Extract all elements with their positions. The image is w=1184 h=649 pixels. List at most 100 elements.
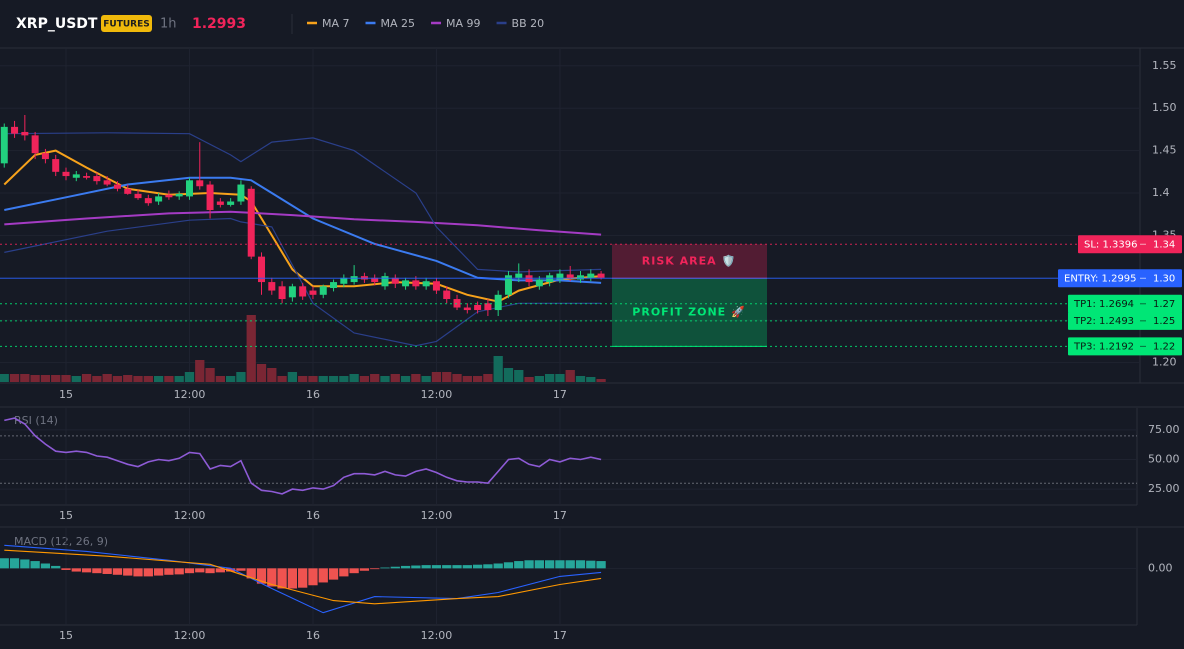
macd-histogram-bar bbox=[370, 568, 380, 570]
candle-body bbox=[535, 279, 543, 287]
volume-bar bbox=[184, 372, 195, 382]
volume-bar bbox=[308, 376, 318, 382]
level-tag bbox=[1058, 269, 1182, 288]
level-tag bbox=[1068, 294, 1182, 313]
candle-body bbox=[144, 198, 152, 204]
badge: FUTURES bbox=[103, 20, 149, 30]
candle-body bbox=[237, 184, 245, 202]
candle-body bbox=[432, 281, 440, 291]
candle-body bbox=[484, 303, 492, 311]
x-tick-label: 12:00 bbox=[421, 629, 453, 642]
macd-histogram-bar bbox=[92, 568, 102, 574]
macd-histogram-bar bbox=[51, 565, 61, 569]
moving-average bbox=[4, 210, 602, 236]
macd-histogram-bar bbox=[143, 568, 153, 577]
volume-bar bbox=[61, 375, 71, 382]
volume-bar bbox=[534, 376, 544, 382]
macd-histogram-bar bbox=[514, 561, 524, 569]
candle-body bbox=[134, 193, 142, 199]
legend-label: MA 7 bbox=[322, 17, 350, 30]
candle-body bbox=[504, 275, 512, 295]
y-tick-label: 1.50 bbox=[1152, 101, 1177, 114]
candle-body bbox=[216, 201, 224, 205]
x-tick-label: 15 bbox=[59, 509, 73, 522]
macd-histogram-bar bbox=[40, 563, 51, 569]
candle-body bbox=[62, 171, 70, 177]
macd-histogram-bar bbox=[298, 568, 308, 588]
macd-histogram-bar bbox=[195, 568, 205, 573]
volume-bar bbox=[298, 376, 308, 382]
candle-body bbox=[494, 294, 502, 311]
volume-bar bbox=[174, 376, 184, 382]
volume-bar bbox=[153, 376, 164, 382]
candle-body bbox=[474, 304, 482, 311]
volume-bar bbox=[112, 376, 123, 382]
macd-histogram-bar bbox=[133, 568, 143, 577]
macd-histogram-bar bbox=[164, 568, 174, 575]
volume-bar bbox=[431, 372, 442, 382]
candle-body bbox=[278, 286, 286, 300]
level-label: TP2: 1.2493 bbox=[1073, 316, 1134, 327]
candle-body bbox=[299, 286, 307, 297]
macd-histogram-bar bbox=[287, 568, 298, 589]
candle-body bbox=[155, 196, 163, 202]
rsi-line bbox=[4, 417, 602, 495]
macd-histogram-bar bbox=[442, 565, 452, 569]
volume-bar bbox=[380, 376, 390, 382]
volume-bar bbox=[236, 372, 246, 382]
macd-histogram-bar bbox=[462, 565, 472, 569]
level-price: 1.22 bbox=[1153, 341, 1175, 352]
y-tick-label: 1.55 bbox=[1152, 59, 1177, 72]
candle-body bbox=[103, 180, 111, 185]
volume-bar bbox=[71, 376, 81, 382]
legend-label: BB 20 bbox=[512, 17, 545, 30]
y-tick-label: 1.45 bbox=[1152, 144, 1177, 157]
volume-bar bbox=[102, 374, 112, 382]
macd-histogram-bar bbox=[359, 568, 370, 571]
macd-line bbox=[4, 549, 602, 605]
volume-bar bbox=[318, 376, 328, 382]
macd-histogram-bar bbox=[61, 568, 71, 570]
macd-histogram-bar bbox=[431, 565, 442, 569]
macd-histogram-bar bbox=[596, 561, 606, 569]
macd-histogram-bar bbox=[277, 568, 287, 589]
macd-histogram-bar bbox=[184, 568, 195, 574]
volume-bar bbox=[411, 374, 421, 382]
candle-body bbox=[422, 281, 430, 287]
candle-body bbox=[175, 193, 183, 197]
moving-average bbox=[3, 149, 602, 303]
y-tick-label: 0.00 bbox=[1148, 561, 1173, 574]
volume-bar bbox=[287, 372, 298, 382]
volume-bar bbox=[524, 377, 534, 382]
macd-histogram-bar bbox=[524, 560, 534, 569]
volume-bar bbox=[421, 376, 431, 382]
candle-body bbox=[340, 277, 348, 284]
macd-histogram-bar bbox=[153, 568, 164, 576]
macd-histogram-bar bbox=[112, 568, 123, 575]
volume-bar bbox=[339, 376, 349, 382]
level-label: ENTRY: 1.2995 bbox=[1064, 273, 1137, 284]
candle-body bbox=[93, 176, 101, 182]
volume-bar bbox=[452, 374, 462, 382]
volume-bar bbox=[92, 376, 102, 382]
candle-body bbox=[196, 180, 204, 187]
volume-bar bbox=[359, 376, 370, 382]
volume-bar bbox=[164, 376, 174, 382]
volume-bar bbox=[349, 374, 359, 382]
macd-histogram-bar bbox=[421, 565, 431, 569]
volume-bar bbox=[51, 375, 61, 382]
macd-histogram-bar bbox=[215, 568, 225, 573]
candle-body bbox=[113, 184, 121, 189]
candle-body bbox=[381, 276, 389, 287]
candle-body bbox=[556, 273, 564, 280]
volume-bar bbox=[472, 376, 483, 382]
macd-histogram-bar bbox=[586, 560, 596, 569]
candle-body bbox=[72, 174, 80, 178]
volume-bar bbox=[205, 368, 215, 382]
x-tick-label: 12:00 bbox=[174, 509, 206, 522]
candle-body bbox=[11, 126, 19, 134]
macd-histogram-bar bbox=[225, 568, 236, 572]
candle-body bbox=[41, 153, 49, 160]
candle-body bbox=[268, 282, 276, 291]
